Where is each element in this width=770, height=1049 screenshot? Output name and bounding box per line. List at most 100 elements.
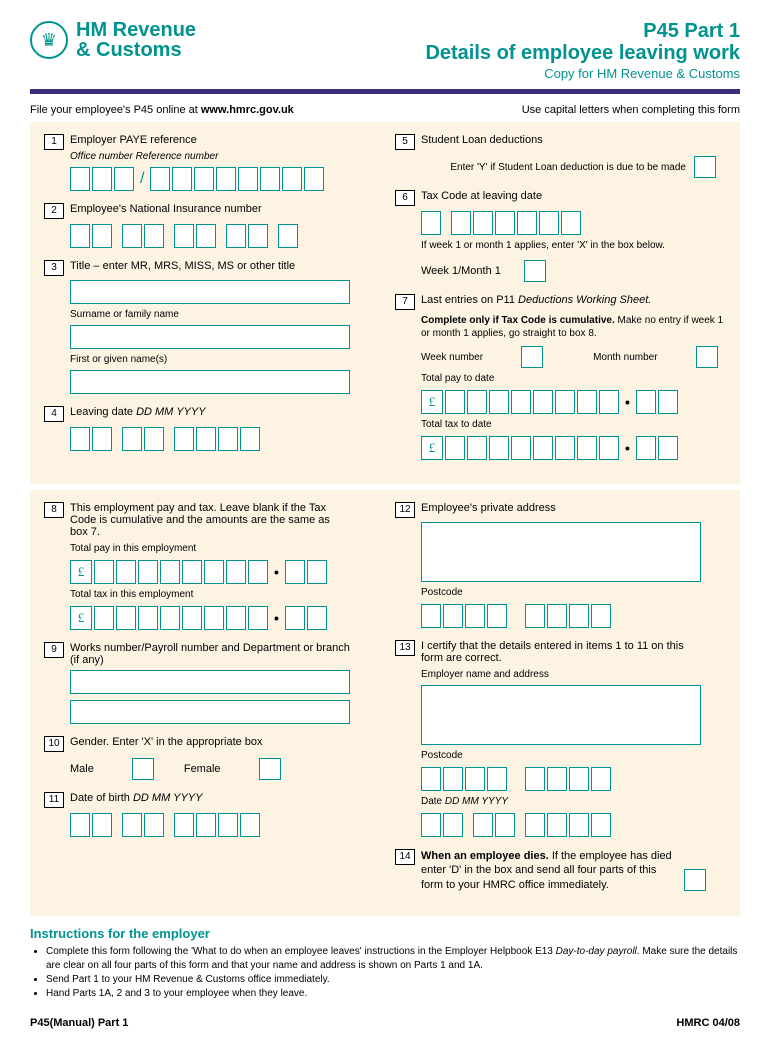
field-2: 2Employee's National Insurance number: [44, 203, 375, 248]
week1-month1-box[interactable]: [524, 260, 546, 282]
capital-letters-note: Use capital letters when completing this…: [522, 104, 740, 116]
department-input[interactable]: [70, 700, 350, 724]
emp-tax-label: Total tax in this employment: [70, 588, 375, 601]
week-number-box[interactable]: [521, 346, 543, 368]
month-number-box[interactable]: [696, 346, 718, 368]
field-number-11: 11: [44, 792, 64, 808]
hmrc-url: www.hmrc.gov.uk: [201, 104, 294, 116]
title-block: P45 Part 1 Details of employee leaving w…: [425, 20, 740, 81]
field-number-1: 1: [44, 134, 64, 150]
emp-tax-input[interactable]: £ •: [70, 606, 375, 630]
field-14: 14 When an employee dies. If the employe…: [395, 849, 726, 892]
employer-postcode-input[interactable]: [421, 767, 726, 791]
field-14-label: When an employee dies. If the employee h…: [421, 849, 676, 892]
header: ♛ HM Revenue & Customs P45 Part 1 Detail…: [30, 20, 740, 81]
total-pay-input[interactable]: £ •: [421, 390, 726, 414]
field-7: 7 Last entries on P11 Deductions Working …: [395, 294, 726, 460]
field-5: 5 Student Loan deductions Enter 'Y' if St…: [395, 134, 726, 178]
header-divider: [30, 89, 740, 94]
field-number-9: 9: [44, 642, 64, 658]
field-number-12: 12: [395, 502, 415, 518]
field-number-14: 14: [395, 849, 415, 865]
instructions-title: Instructions for the employer: [30, 926, 740, 941]
field-6-note: If week 1 or month 1 applies, enter 'X' …: [421, 239, 726, 252]
field-3-label: Title – enter MR, MRS, MISS, MS or other…: [70, 260, 295, 272]
total-tax-label: Total tax to date: [421, 418, 726, 431]
employer-postcode-label: Postcode: [421, 749, 726, 762]
field-number-13: 13: [395, 640, 415, 656]
student-loan-box[interactable]: [694, 156, 716, 178]
employee-address-input[interactable]: [421, 522, 701, 582]
total-pay-label: Total pay to date: [421, 372, 726, 385]
emp-pay-label: Total pay in this employment: [70, 542, 375, 555]
male-label: Male: [70, 763, 94, 775]
surname-label: Surname or family name: [70, 308, 375, 321]
field-5-note: Enter 'Y' if Student Loan deduction is d…: [450, 162, 686, 173]
field-10: 10Gender. Enter 'X' in the appropriate b…: [44, 736, 375, 780]
field-number-5: 5: [395, 134, 415, 150]
crown-icon: ♛: [30, 21, 68, 59]
field-4-label: Leaving date DD MM YYYY: [70, 406, 206, 418]
female-label: Female: [184, 763, 221, 775]
field-number-6: 6: [395, 190, 415, 206]
death-box[interactable]: [684, 869, 706, 891]
field-13: 13I certify that the details entered in …: [395, 640, 726, 837]
employee-postcode-input[interactable]: [421, 604, 726, 628]
week1-month1-row: Week 1/Month 1: [421, 260, 726, 282]
field-7-note: Complete only if Tax Code is cumulative.…: [421, 314, 726, 340]
logo-line1: HM Revenue: [76, 20, 196, 40]
top-instructions: File your employee's P45 online at www.h…: [30, 104, 740, 116]
employer-date-input[interactable]: [421, 813, 726, 837]
field-1-label: Employer PAYE reference: [70, 134, 197, 146]
field-6: 6Tax Code at leaving date If week 1 or m…: [395, 190, 726, 282]
field-12-label: Employee's private address: [421, 502, 556, 514]
field-10-label: Gender. Enter 'X' in the appropriate box: [70, 736, 263, 748]
field-12: 12 Employee's private address Postcode: [395, 502, 726, 628]
footer: P45(Manual) Part 1 HMRC 04/08: [30, 1017, 740, 1029]
title-input[interactable]: [70, 280, 350, 304]
field-9: 9 Works number/Payroll number and Departm…: [44, 642, 375, 724]
field-number-4: 4: [44, 406, 64, 422]
field-7-label: Last entries on P11 Deductions Working S…: [421, 294, 651, 306]
employer-address-input[interactable]: [421, 685, 701, 745]
ni-number-input[interactable]: [70, 224, 375, 248]
field-2-label: Employee's National Insurance number: [70, 203, 262, 215]
field-3: 3 Title – enter MR, MRS, MISS, MS or othe…: [44, 260, 375, 394]
field-4: 4 Leaving date DD MM YYYY: [44, 406, 375, 451]
employer-name-label: Employer name and address: [421, 668, 726, 681]
tax-code-input[interactable]: [421, 211, 726, 235]
total-tax-input[interactable]: £ •: [421, 436, 726, 460]
form-subtitle: Copy for HM Revenue & Customs: [425, 66, 740, 81]
emp-pay-input[interactable]: £ •: [70, 560, 375, 584]
form-code: P45 Part 1: [425, 20, 740, 42]
field-number-7: 7: [395, 294, 415, 310]
field-5-label: Student Loan deductions: [421, 134, 543, 146]
dob-input[interactable]: [70, 813, 375, 837]
field-11-label: Date of birth DD MM YYYY: [70, 792, 202, 804]
firstname-input[interactable]: [70, 370, 350, 394]
paye-reference-input[interactable]: /: [70, 167, 375, 191]
field-number-3: 3: [44, 260, 64, 276]
logo-text: HM Revenue & Customs: [76, 20, 196, 60]
section-2: 8This employment pay and tax. Leave blan…: [30, 490, 740, 916]
file-online-note: File your employee's P45 online at www.h…: [30, 104, 294, 116]
field-8: 8This employment pay and tax. Leave blan…: [44, 502, 375, 630]
section-1: 1 Employer PAYE reference Office number R…: [30, 122, 740, 484]
female-box[interactable]: [259, 758, 281, 780]
employer-date-label: Date DD MM YYYY: [421, 795, 726, 808]
instruction-2: Send Part 1 to your HM Revenue & Customs…: [46, 973, 740, 987]
firstname-label: First or given name(s): [70, 353, 375, 366]
week-month-row: Week number Month number: [421, 346, 726, 368]
male-box[interactable]: [132, 758, 154, 780]
leaving-date-input[interactable]: [70, 427, 375, 451]
field-number-8: 8: [44, 502, 64, 518]
field-1-sublabel: Office number Reference number: [70, 151, 375, 162]
surname-input[interactable]: [70, 325, 350, 349]
field-9-label: Works number/Payroll number and Departme…: [70, 642, 350, 666]
form-title: Details of employee leaving work: [425, 42, 740, 64]
employee-postcode-label: Postcode: [421, 586, 726, 599]
instruction-3: Hand Parts 1A, 2 and 3 to your employee …: [46, 987, 740, 1001]
works-number-input[interactable]: [70, 670, 350, 694]
footer-right: HMRC 04/08: [676, 1017, 740, 1029]
field-11: 11 Date of birth DD MM YYYY: [44, 792, 375, 837]
